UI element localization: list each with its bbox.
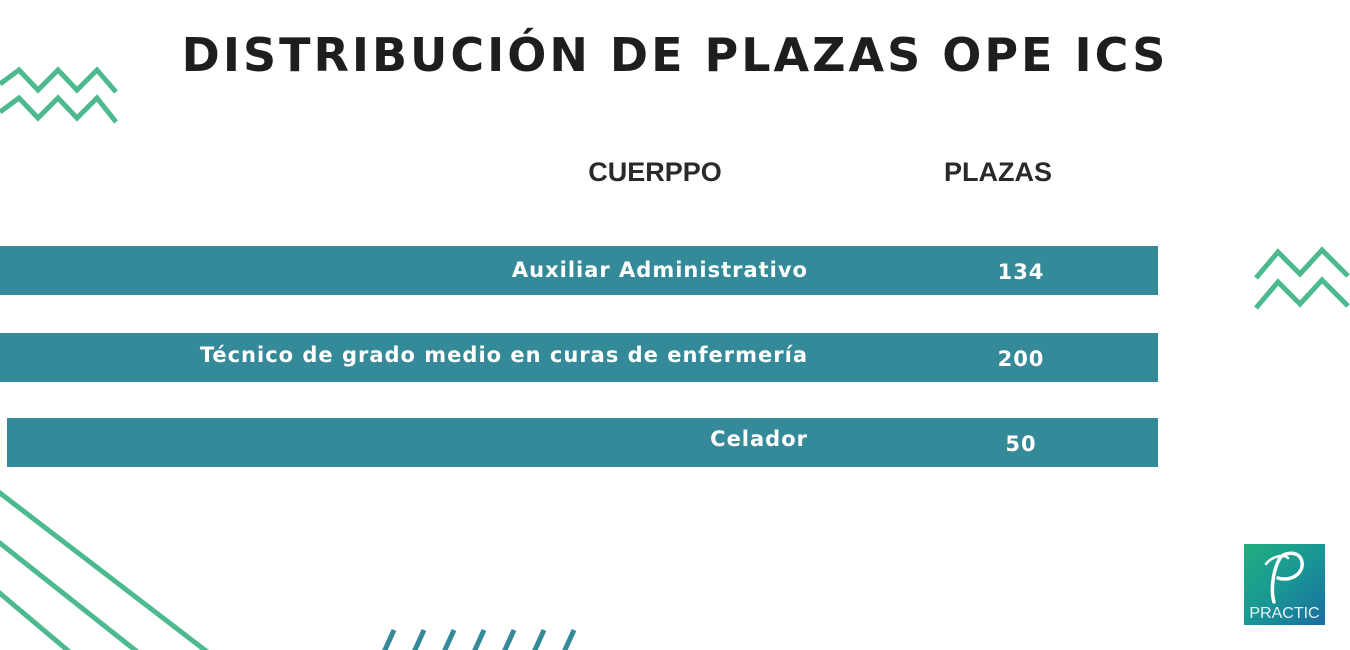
row-cuerpo-label: Técnico de grado medio en curas de enfer…: [199, 343, 808, 367]
zigzag-decoration-top-left: [0, 66, 118, 124]
column-header-plazas: PLAZAS: [944, 157, 1052, 187]
table-row: Técnico de grado medio en curas de enfer…: [0, 333, 1158, 382]
page-title: DISTRIBUCIÓN DE PLAZAS OPE ICS: [181, 28, 1169, 82]
diagonal-lines-decoration: [0, 489, 209, 650]
column-header-cuerpo: CUERPPO: [588, 157, 722, 187]
row-cuerpo-label: Auxiliar Administrativo: [511, 258, 808, 282]
slash-marks-decoration: [382, 628, 577, 650]
row-plazas-value: 134: [997, 260, 1045, 284]
script-p-icon: [1264, 551, 1304, 604]
table-row: Auxiliar Administrativo 134: [0, 246, 1158, 295]
row-plazas-value: 50: [1005, 432, 1037, 456]
row-plazas-value: 200: [997, 347, 1045, 371]
row-cuerpo-label: Celador: [710, 427, 808, 451]
table-row: Celador 50: [7, 418, 1158, 467]
logo-text: PRACTIC: [1249, 605, 1320, 622]
zigzag-decoration-right: [1254, 246, 1350, 310]
practic-logo: PRACTIC: [1244, 544, 1325, 625]
